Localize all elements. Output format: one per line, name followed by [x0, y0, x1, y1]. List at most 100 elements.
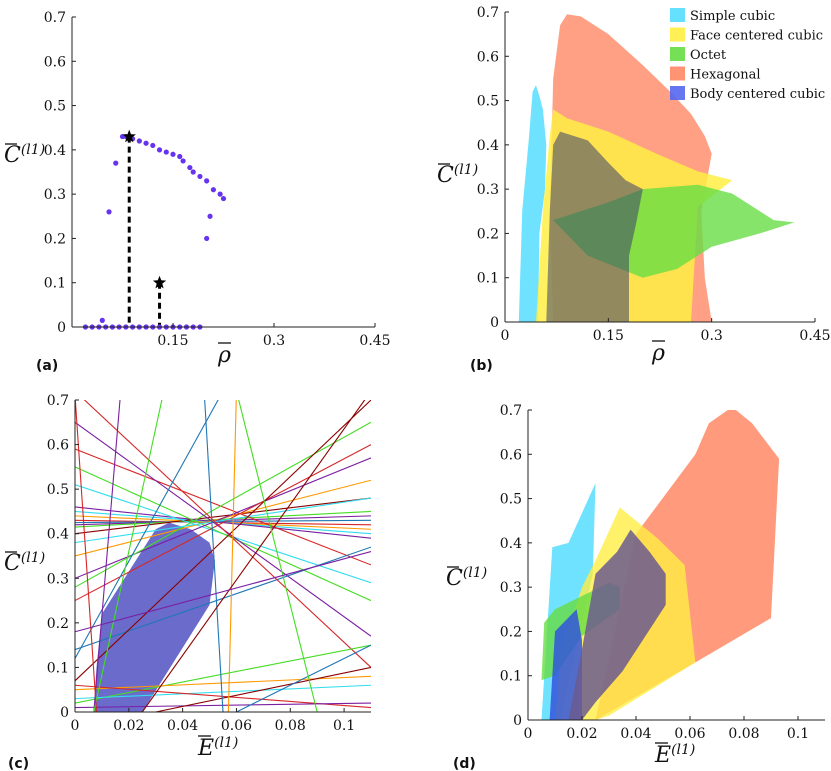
x-tick-label: 0.02 [113, 718, 144, 734]
legend-label: Body centered cubic [690, 87, 825, 102]
legend: Simple cubic Face centered cubic Octet Hexa… [670, 8, 825, 102]
y-tick-label: 0.6 [477, 49, 499, 65]
constraint-line [93, 400, 163, 712]
constraint-line [75, 510, 371, 528]
x-axis-label: E(l1) [654, 742, 695, 768]
constraint-line [141, 400, 366, 712]
y-tick-label: 0.4 [44, 143, 66, 159]
y-axis-label: C(l1) [4, 142, 45, 168]
data-point [180, 158, 186, 164]
data-point [220, 195, 227, 202]
x-tick-label: 0.15 [593, 328, 624, 344]
data-point [99, 317, 105, 323]
x-tick-label: 0.02 [566, 726, 597, 742]
constraint-line [75, 457, 371, 579]
x-axis-label: ρ [651, 341, 665, 366]
region-body-centered-cubic [546, 131, 643, 322]
constraint-line [227, 400, 237, 712]
y-tick-label: 0.7 [44, 10, 66, 26]
constraint-line [75, 644, 371, 704]
constraint-line [155, 666, 371, 712]
x-tick-label: 0.1 [333, 718, 355, 734]
data-point [190, 169, 196, 175]
data-point [210, 187, 216, 193]
y-tick-label: 0 [490, 315, 499, 331]
panel-label-b: (b) [470, 358, 493, 374]
y-tick-label: 0.4 [500, 536, 522, 552]
y-tick-label: 0.4 [47, 527, 69, 543]
constraint-line [204, 400, 224, 712]
y-tick-label: 0 [57, 320, 66, 336]
y-tick-label: 0 [513, 713, 522, 729]
legend-label: Hexagonal [690, 68, 761, 83]
constraint-line [75, 675, 371, 691]
y-tick-label: 0.6 [44, 54, 66, 70]
y-tick-label: 0.5 [477, 94, 499, 110]
y-axis-label-sup: (l1) [463, 565, 487, 581]
y-tick-label: 0.6 [47, 438, 69, 454]
constraint-line [75, 421, 371, 588]
constraint-line [236, 644, 371, 712]
y-tick-label: 0.1 [44, 276, 66, 292]
panel-label-d: (d) [453, 756, 476, 771]
legend-swatch [670, 86, 685, 100]
y-tick-label: 0.3 [500, 580, 522, 596]
legend-swatch [670, 8, 685, 22]
data-point [217, 191, 223, 197]
x-tick-label: 0.06 [674, 726, 705, 742]
panel-label-a: (a) [36, 358, 58, 374]
x-tick-label: 0 [524, 726, 533, 742]
y-tick-label: 0.7 [477, 5, 499, 21]
legend-swatch [670, 47, 685, 61]
x-tick-label: 0.15 [157, 333, 188, 349]
constraint-line [75, 400, 371, 682]
panel-label-c: (c) [8, 756, 29, 771]
x-axis-label: E(l1) [197, 735, 238, 761]
y-tick-label: 0.3 [44, 187, 66, 203]
data-point [187, 164, 193, 171]
constraint-line [75, 448, 371, 566]
panel-c: 0 0.1 0.2 0.3 0.4 0.5 0.6 0.7 0 0.02 0.04 0.06 0.08 0… [4, 393, 371, 771]
x-axis-label: ρ [217, 343, 231, 368]
star-marker [152, 275, 167, 289]
x-tick-label: 0.1 [787, 726, 809, 742]
x-tick-label: 0 [501, 328, 510, 344]
panel-a: 00.10.20.30.40.50.60.70.15 0.3 0.45C(l1)ρ … [4, 10, 391, 374]
y-tick-label: 0.2 [44, 231, 66, 247]
y-axis-label-sup: (l1) [21, 550, 45, 566]
constraint-line [75, 684, 371, 700]
legend-label: Face centered cubic [690, 29, 823, 44]
data-point [204, 235, 210, 242]
x-tick-label: 0 [71, 718, 80, 734]
y-tick-label: 0.5 [44, 99, 66, 115]
x-tick-label: 0.04 [620, 726, 651, 742]
y-tick-label: 0.1 [47, 660, 69, 676]
region-5 [568, 529, 666, 720]
y-tick-label: 0.2 [500, 624, 522, 640]
constraint-line [75, 400, 219, 659]
feasible-region [93, 522, 215, 712]
constraint-line [83, 400, 371, 668]
y-tick-label: 0.6 [500, 447, 522, 463]
x-axis-label-sup: (l1) [671, 742, 695, 758]
legend-label: Simple cubic [690, 9, 775, 24]
y-tick-label: 0.7 [47, 393, 69, 409]
data-point [156, 147, 163, 153]
legend-swatch [670, 66, 685, 81]
constraint-line [75, 519, 371, 524]
x-tick-label: 0.45 [359, 333, 390, 349]
data-point [197, 173, 203, 180]
y-tick-label: 0.4 [477, 138, 499, 154]
constraint-line [238, 400, 318, 712]
x-tick-label: 0.08 [728, 726, 759, 742]
legend-swatch [670, 27, 685, 42]
data-point [204, 178, 210, 184]
x-tick-label: 0.3 [263, 333, 285, 349]
y-axis-label: C(l1) [4, 550, 45, 576]
constraint-line [75, 497, 371, 544]
x-tick-label: 0.45 [799, 328, 830, 344]
constraint-line [75, 551, 371, 633]
data-point [177, 153, 183, 160]
constraint-line [75, 400, 98, 712]
